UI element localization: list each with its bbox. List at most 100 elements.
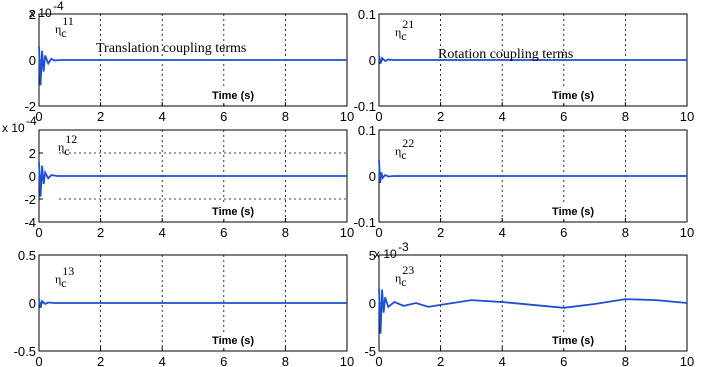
y-tick-label: -2: [24, 192, 36, 207]
x-tick-label: 2: [437, 225, 444, 240]
eta-superscript: 12: [65, 132, 77, 146]
y-tick-label: 0: [29, 53, 36, 68]
x-tick-label: 2: [97, 109, 104, 124]
series-line: [378, 159, 687, 184]
x-tick-label: 0: [375, 109, 382, 124]
annotation: Rotation coupling terms: [438, 47, 573, 62]
x-tick-label: 6: [220, 109, 227, 124]
y-tick-label: 0: [29, 296, 36, 311]
eta-superscript: 23: [402, 263, 414, 277]
eta-subscript: c: [401, 29, 406, 43]
y-tick-label: -5: [364, 344, 376, 359]
exponent-label: x 10: [2, 121, 25, 135]
x-tick-label: 6: [220, 354, 227, 367]
y-tick-label: 0: [369, 169, 376, 184]
x-tick-label: 6: [220, 225, 227, 240]
x-tick-label: 4: [499, 109, 506, 124]
x-tick-label: 4: [159, 354, 166, 367]
series-line: [38, 162, 347, 197]
x-tick-label: 10: [340, 109, 354, 124]
eta-label: η: [395, 25, 401, 39]
y-tick-label: -4: [24, 215, 36, 230]
x-tick-label: 10: [340, 225, 354, 240]
eta-subscript: c: [61, 26, 66, 40]
x-axis-label: Time (s): [212, 206, 254, 218]
x-tick-label: 4: [159, 225, 166, 240]
y-tick-label: -0.5: [14, 344, 36, 359]
eta-superscript: 22: [402, 136, 414, 150]
x-tick-label: 2: [437, 109, 444, 124]
x-tick-label: 10: [680, 109, 694, 124]
eta-superscript: 13: [62, 264, 74, 278]
y-tick-label: 2: [29, 146, 36, 161]
x-tick-label: 10: [680, 225, 694, 240]
x-tick-label: 0: [35, 109, 42, 124]
x-axis-label-bg: [549, 334, 598, 348]
x-tick-label: 8: [282, 354, 289, 367]
exponent-power: -3: [398, 240, 409, 254]
x-tick-label: 0: [375, 354, 382, 367]
y-tick-label: 0: [369, 296, 376, 311]
series-line: [378, 55, 687, 64]
x-tick-label: 6: [560, 354, 567, 367]
y-tick-label: -0.1: [354, 99, 376, 114]
annotation: Translation coupling terms: [96, 41, 246, 56]
y-tick-label: -0.1: [354, 215, 376, 230]
x-axis-label-bg: [209, 89, 258, 103]
eta-label: η: [395, 271, 401, 285]
x-tick-label: 8: [282, 225, 289, 240]
eta-label: η: [55, 22, 61, 36]
series-line: [38, 46, 347, 86]
y-tick-label: 2: [29, 7, 36, 22]
x-tick-label: 8: [622, 225, 629, 240]
series-line: [38, 299, 347, 309]
x-tick-label: 2: [97, 225, 104, 240]
eta-label: η: [58, 140, 64, 154]
y-tick-label: 0: [29, 169, 36, 184]
x-tick-label: 2: [437, 354, 444, 367]
axes-frame: [378, 254, 688, 352]
y-tick-label: 5: [369, 248, 376, 263]
x-axis-label: Time (s): [552, 90, 594, 102]
x-tick-label: 6: [560, 109, 567, 124]
y-tick-label: 0.5: [18, 248, 36, 263]
x-tick-label: 10: [680, 354, 694, 367]
series-line: [378, 288, 688, 334]
eta-superscript: 11: [62, 14, 74, 28]
eta-label: η: [395, 144, 401, 158]
eta-subscript: c: [401, 148, 406, 162]
x-axis-label-bg: [209, 205, 258, 219]
exponent-power: -4: [26, 114, 37, 128]
y-tick-label: -2: [24, 99, 36, 114]
y-tick-label: 0.1: [358, 7, 376, 22]
eta-superscript: 21: [402, 17, 414, 31]
x-axis-label-bg: [549, 89, 598, 103]
x-tick-label: 8: [622, 109, 629, 124]
x-tick-label: 6: [560, 225, 567, 240]
x-tick-label: 4: [499, 354, 506, 367]
x-tick-label: 8: [622, 354, 629, 367]
x-tick-label: 2: [97, 354, 104, 367]
x-axis-label: Time (s): [212, 335, 254, 347]
x-tick-label: 0: [375, 225, 382, 240]
y-tick-label: 0.1: [358, 123, 376, 138]
exponent-power: -4: [53, 0, 64, 13]
x-axis-label-bg: [549, 205, 598, 219]
eta-subscript: c: [64, 144, 69, 158]
x-tick-label: 4: [499, 225, 506, 240]
exponent-label: x 10: [374, 247, 397, 261]
exponent-label: x 10: [29, 6, 52, 20]
eta-subscript: c: [61, 276, 66, 290]
x-tick-label: 4: [159, 109, 166, 124]
eta-subscript: c: [401, 275, 406, 289]
x-axis-label: Time (s): [552, 206, 594, 218]
x-axis-label: Time (s): [212, 90, 254, 102]
x-tick-label: 0: [35, 225, 42, 240]
x-tick-label: 10: [340, 354, 354, 367]
